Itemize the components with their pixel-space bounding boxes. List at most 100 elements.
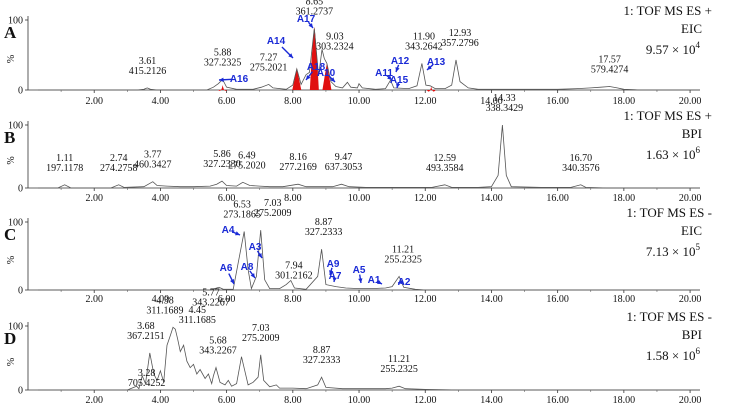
compound-label: A5 bbox=[353, 265, 366, 276]
peak-rt-label: 6.49 bbox=[238, 150, 256, 161]
y-axis-label: % bbox=[6, 55, 17, 63]
peak-rt-label: 7.03 bbox=[264, 198, 282, 209]
peak-mz-label: 275.2020 bbox=[228, 160, 266, 171]
peak-mz-label: 255.2325 bbox=[380, 364, 418, 375]
peak-mz-label: 327.2330 bbox=[203, 159, 241, 170]
x-tick-label: 6.00 bbox=[218, 96, 236, 107]
peak-mz-label: 255.2325 bbox=[384, 254, 422, 265]
x-tick-label: 14.00 bbox=[480, 193, 503, 204]
peak-mz-label: 357.2796 bbox=[441, 38, 479, 49]
scan-mode-label: 1: TOF MS ES - bbox=[627, 309, 713, 324]
peak-rt-label: 8.87 bbox=[313, 345, 331, 356]
y-tick-label: 100 bbox=[8, 121, 23, 132]
peak-rt-label: 12.93 bbox=[449, 28, 472, 39]
chromatogram-trace bbox=[37, 124, 700, 189]
compound-arrowhead bbox=[306, 75, 311, 80]
peak-rt-label: 4.38 bbox=[156, 295, 174, 306]
peak-rt-label: 3.61 bbox=[139, 56, 157, 67]
peak-mz-label: 415.2126 bbox=[129, 66, 167, 77]
peak-rt-label: 9.03 bbox=[326, 31, 344, 42]
peak-rt-label: 5.86 bbox=[213, 149, 231, 160]
x-tick-label: 10.00 bbox=[348, 193, 371, 204]
panel-label: B bbox=[4, 128, 15, 147]
x-tick-label: 4.00 bbox=[152, 395, 170, 406]
intensity-exponent: 5 bbox=[696, 242, 701, 252]
y-tick-label: 0 bbox=[18, 386, 23, 397]
peak-rt-label: 8.87 bbox=[315, 217, 333, 228]
peak-mz-label: 493.3584 bbox=[426, 163, 464, 174]
y-tick-label: 0 bbox=[18, 184, 23, 195]
x-tick-label: 10.00 bbox=[348, 96, 371, 107]
peak-rt-label: 11.90 bbox=[413, 31, 435, 42]
peak-rt-label: 12.59 bbox=[434, 153, 457, 164]
compound-label: A7 bbox=[329, 271, 342, 282]
peak-mz-label: 327.2325 bbox=[204, 58, 242, 69]
y-axis-label: % bbox=[6, 256, 17, 264]
y-tick-label: 0 bbox=[18, 86, 23, 97]
peak-rt-label: 16.70 bbox=[570, 153, 593, 164]
x-tick-label: 16.00 bbox=[546, 294, 569, 305]
compound-arrowhead bbox=[395, 83, 401, 88]
intensity-label: 9.57 × 104 bbox=[646, 40, 701, 57]
panel-label: C bbox=[4, 225, 16, 244]
peak-rt-label: 1.11 bbox=[56, 153, 73, 164]
compound-arrowhead bbox=[398, 280, 403, 285]
panel-label: A bbox=[4, 23, 17, 42]
compound-label: A2 bbox=[398, 277, 411, 288]
x-tick-label: 8.00 bbox=[284, 395, 302, 406]
peak-rt-label: 3.77 bbox=[144, 150, 162, 161]
x-tick-label: 16.00 bbox=[546, 96, 569, 107]
peak-mz-label: 361.2737 bbox=[296, 6, 334, 17]
scan-mode-label: 1: TOF MS ES + bbox=[624, 3, 713, 18]
trace-type-label: BPI bbox=[682, 126, 702, 141]
x-tick-label: 18.00 bbox=[613, 193, 636, 204]
peak-mz-label: 637.3053 bbox=[325, 162, 363, 173]
x-tick-label: 20.00 bbox=[679, 395, 702, 406]
peak-mz-label: 338.3429 bbox=[486, 103, 524, 114]
trace-type-label: BPI bbox=[682, 327, 702, 342]
x-tick-label: 2.00 bbox=[85, 193, 103, 204]
peak-rt-label: 5.68 bbox=[209, 336, 227, 347]
filled-peak bbox=[218, 85, 228, 91]
panel-D: 100 0% 2.00 4.00 6.00 8.00 10.00 12.00 14.00 16.0… bbox=[4, 295, 712, 406]
peak-mz-label: 705.4252 bbox=[128, 378, 166, 389]
peak-rt-label: 7.27 bbox=[260, 52, 278, 63]
intensity-label: 1.63 × 106 bbox=[646, 145, 701, 162]
intensity-mantissa: 7.13 × 10 bbox=[646, 244, 696, 259]
compound-label: A1 bbox=[368, 275, 381, 286]
peak-rt-label: 14.33 bbox=[493, 93, 516, 104]
compound-label: A4 bbox=[222, 225, 235, 236]
compound-label: A8 bbox=[241, 262, 254, 273]
peak-mz-label: 275.2009 bbox=[254, 208, 292, 219]
x-tick-label: 18.00 bbox=[613, 96, 636, 107]
filled-peak bbox=[426, 86, 436, 92]
peak-mz-label: 275.2021 bbox=[250, 62, 288, 73]
y-axis-label: % bbox=[6, 156, 17, 164]
x-tick-label: 2.00 bbox=[85, 294, 103, 305]
intensity-mantissa: 9.57 × 10 bbox=[646, 42, 696, 57]
y-tick-label: 100 bbox=[8, 218, 23, 229]
compound-arrowhead bbox=[358, 278, 363, 283]
intensity-exponent: 6 bbox=[696, 145, 701, 155]
compound-arrowhead bbox=[395, 67, 400, 72]
x-tick-label: 4.00 bbox=[152, 294, 170, 305]
panel-A: 100 0% 2.00 4.00 6.00 8.00 10.00 12.00 14.00 16.0… bbox=[4, 0, 712, 107]
x-tick-label: 12.00 bbox=[414, 294, 437, 305]
compound-arrowhead bbox=[250, 273, 255, 278]
y-tick-label: 100 bbox=[8, 16, 23, 27]
x-tick-label: 2.00 bbox=[85, 96, 103, 107]
peak-rt-label: 3.28 bbox=[138, 368, 156, 379]
peak-rt-label: 3.68 bbox=[137, 321, 155, 332]
peak-rt-label: 8.65 bbox=[306, 0, 324, 7]
peak-rt-label: 2.74 bbox=[110, 153, 128, 164]
compound-arrowhead bbox=[288, 53, 293, 58]
peak-rt-label: 6.53 bbox=[233, 200, 251, 211]
x-tick-label: 14.00 bbox=[480, 395, 503, 406]
x-tick-label: 20.00 bbox=[679, 96, 702, 107]
compound-arrowhead bbox=[387, 75, 392, 80]
scan-mode-label: 1: TOF MS ES - bbox=[627, 205, 713, 220]
compound-arrowhead bbox=[308, 23, 313, 28]
scan-mode-label: 1: TOF MS ES + bbox=[624, 108, 713, 123]
peak-mz-label: 340.3576 bbox=[562, 163, 600, 174]
intensity-mantissa: 1.63 × 10 bbox=[646, 147, 696, 162]
